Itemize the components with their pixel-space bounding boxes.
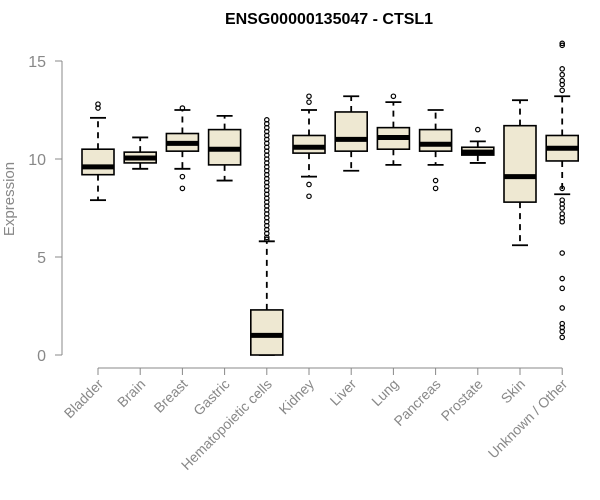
- outlier-point: [432, 185, 439, 192]
- box-unknown-other: [545, 40, 580, 341]
- outlier-point: [179, 185, 186, 192]
- x-tick-label: Skin: [498, 376, 529, 407]
- outlier-point: [95, 101, 101, 107]
- box-bladder: [81, 101, 115, 202]
- outlier-point: [390, 93, 397, 100]
- x-tick-label: Brain: [114, 376, 148, 410]
- outlier-point: [559, 42, 566, 49]
- y-tick-label: 0: [37, 348, 46, 365]
- box-iqr: [503, 124, 537, 203]
- boxes-group: [81, 40, 580, 356]
- outlier-point: [559, 87, 566, 94]
- outlier-point: [559, 211, 566, 217]
- box-iqr: [334, 111, 369, 152]
- box-iqr: [81, 148, 115, 176]
- box-liver: [334, 95, 369, 172]
- y-tick-label: 10: [28, 152, 46, 169]
- box-lung: [376, 93, 411, 166]
- outlier-point: [474, 126, 481, 133]
- outlier-point: [306, 193, 312, 200]
- x-tick-label: Liver: [327, 376, 360, 409]
- y-axis: 0 5 10 15: [28, 54, 63, 365]
- x-tick-label: Bladder: [61, 376, 107, 422]
- outlier-point: [559, 66, 566, 72]
- box-hematopoietic-cells: [250, 117, 284, 356]
- outlier-point: [432, 177, 439, 184]
- box-breast: [165, 105, 200, 192]
- outlier-point: [559, 40, 566, 47]
- x-tick-label: Lung: [368, 376, 401, 409]
- box-gastric: [207, 114, 242, 182]
- outlier-point: [559, 71, 566, 78]
- outlier-point: [306, 93, 312, 100]
- outlier-point: [559, 275, 566, 282]
- box-brain: [123, 136, 157, 170]
- y-tick-label: 15: [28, 54, 46, 71]
- outlier-point: [559, 285, 566, 292]
- outlier-point: [306, 99, 312, 105]
- x-tick-label: Unknown / Other: [485, 376, 571, 462]
- x-tick-label: Kidney: [276, 376, 318, 418]
- x-tick-label: Breast: [151, 376, 191, 416]
- y-axis-label: Expression: [1, 162, 18, 236]
- outlier-point: [559, 334, 566, 341]
- chart-title: ENSG00000135047 - CTSL1: [225, 11, 433, 28]
- outlier-point: [559, 320, 566, 327]
- outlier-point: [559, 250, 566, 256]
- outlier-point: [306, 181, 312, 188]
- x-tick-label: Pancreas: [391, 376, 444, 429]
- box-pancreas: [418, 109, 453, 192]
- outlier-point: [263, 117, 270, 123]
- y-tick-label: 5: [37, 250, 46, 267]
- box-skin: [503, 99, 537, 247]
- outlier-point: [559, 305, 566, 311]
- box-kidney: [292, 93, 326, 200]
- outlier-point: [559, 77, 566, 84]
- outlier-point: [179, 173, 186, 180]
- outlier-point: [559, 197, 566, 203]
- box-iqr: [418, 128, 453, 152]
- box-iqr: [292, 134, 326, 154]
- box-prostate: [460, 126, 495, 164]
- x-tick-label: Prostate: [438, 376, 486, 424]
- box-iqr: [250, 309, 284, 356]
